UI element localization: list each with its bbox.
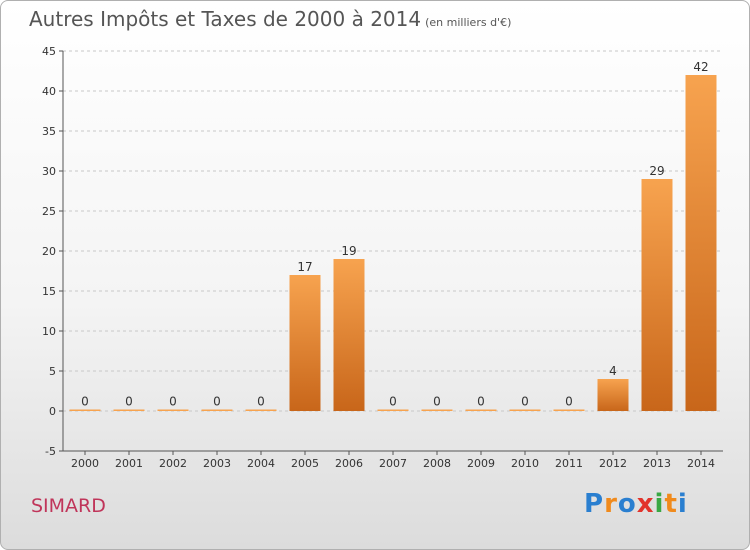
bar	[333, 259, 365, 411]
bar	[69, 409, 101, 411]
data-label: 17	[297, 260, 312, 274]
y-tick-label: 35	[42, 125, 56, 138]
x-tick-label: 2011	[555, 457, 583, 470]
x-tick-label: 2009	[467, 457, 495, 470]
bar	[421, 409, 453, 411]
x-tick-label: 2005	[291, 457, 319, 470]
y-tick-label: 20	[42, 245, 56, 258]
y-tick-label: 0	[49, 405, 56, 418]
bar	[201, 409, 233, 411]
chart-title: Autres Impôts et Taxes de 2000 à 2014 (en…	[29, 7, 511, 31]
x-tick-label: 2013	[643, 457, 671, 470]
data-label: 19	[341, 244, 356, 258]
data-label: 0	[169, 395, 177, 409]
y-tick-label: 15	[42, 285, 56, 298]
bar	[553, 409, 585, 411]
y-tick-label: 40	[42, 85, 56, 98]
y-tick-label: 25	[42, 205, 56, 218]
x-tick-label: 2014	[687, 457, 715, 470]
commune-name: SIMARD	[31, 495, 106, 517]
bar	[509, 409, 541, 411]
bar	[245, 409, 277, 411]
y-tick-label: 45	[42, 45, 56, 58]
data-label: 0	[81, 395, 89, 409]
x-tick-label: 2012	[599, 457, 627, 470]
x-tick-label: 2002	[159, 457, 187, 470]
y-tick-label: 5	[49, 365, 56, 378]
data-label: 29	[649, 164, 664, 178]
y-tick-label: -5	[45, 445, 56, 458]
y-tick-label: 30	[42, 165, 56, 178]
data-label: 0	[389, 395, 397, 409]
proxiti-logo: Proxiti	[584, 489, 688, 519]
x-tick-label: 2001	[115, 457, 143, 470]
x-tick-label: 2004	[247, 457, 275, 470]
bar	[465, 409, 497, 411]
data-label: 4	[609, 364, 617, 378]
data-label: 0	[257, 395, 265, 409]
bar	[685, 75, 717, 411]
data-label: 0	[125, 395, 133, 409]
chart-title-text: Autres Impôts et Taxes de 2000 à 2014	[29, 7, 422, 31]
x-tick-label: 2008	[423, 457, 451, 470]
data-label: 0	[521, 395, 529, 409]
data-label: 0	[477, 395, 485, 409]
bar	[377, 409, 409, 411]
data-label: 0	[433, 395, 441, 409]
x-tick-label: 2000	[71, 457, 99, 470]
chart-unit: (en milliers d'€)	[425, 16, 512, 29]
bar	[597, 379, 629, 411]
y-tick-label: 10	[42, 325, 56, 338]
data-label: 0	[565, 395, 573, 409]
data-label: 42	[693, 60, 708, 74]
bar	[113, 409, 145, 411]
bar	[289, 275, 321, 411]
x-tick-label: 2006	[335, 457, 363, 470]
bar	[641, 179, 673, 411]
x-tick-label: 2003	[203, 457, 231, 470]
data-label: 0	[213, 395, 221, 409]
x-tick-label: 2007	[379, 457, 407, 470]
x-tick-label: 2010	[511, 457, 539, 470]
bar	[157, 409, 189, 411]
